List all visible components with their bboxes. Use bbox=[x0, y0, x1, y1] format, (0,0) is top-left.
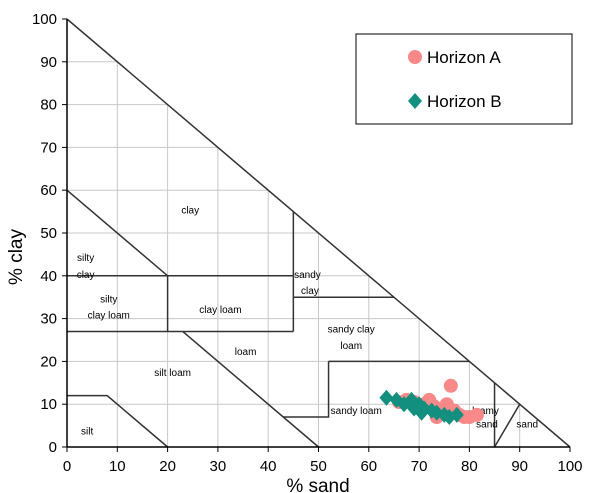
region-label: loam bbox=[340, 341, 362, 352]
texture-boundary bbox=[67, 275, 169, 332]
texture-boundary bbox=[182, 330, 319, 448]
y-tick-label: 60 bbox=[40, 182, 57, 199]
legend-marker-horizon-b bbox=[408, 93, 422, 109]
x-tick-label: 40 bbox=[260, 458, 277, 475]
x-axis-title: % sand bbox=[286, 476, 349, 493]
x-tick-label: 90 bbox=[511, 458, 528, 475]
axes bbox=[62, 18, 571, 452]
horizon-b-point bbox=[379, 389, 394, 406]
x-tick-labels: 0 10 20 30 40 50 60 70 80 90 100 bbox=[63, 458, 583, 475]
x-tick-label: 30 bbox=[210, 458, 227, 475]
region-label: sandy loam bbox=[331, 406, 382, 417]
horizon-a-point bbox=[469, 407, 484, 422]
x-tick-label: 10 bbox=[109, 458, 126, 475]
region-label: silt bbox=[81, 427, 93, 438]
x-tick-label: 0 bbox=[63, 458, 71, 475]
y-tick-label: 40 bbox=[40, 268, 57, 285]
texture-boundary bbox=[493, 403, 521, 448]
horizon-a-point bbox=[443, 378, 458, 393]
y-tick-label: 30 bbox=[40, 311, 57, 328]
data-points bbox=[379, 378, 484, 426]
legend-marker-horizon-a bbox=[408, 50, 422, 64]
region-label: clay loam bbox=[88, 311, 130, 322]
horizon-b-point bbox=[414, 404, 429, 421]
texture-boundary bbox=[66, 18, 571, 448]
region-label: clay bbox=[301, 286, 319, 297]
legend-label-horizon-b: Horizon B bbox=[427, 92, 502, 111]
region-label: loamy bbox=[472, 406, 499, 417]
y-tick-label: 10 bbox=[40, 396, 57, 413]
region-label: sand bbox=[476, 419, 498, 430]
texture-boundary bbox=[67, 394, 169, 448]
x-tick-label: 70 bbox=[411, 458, 428, 475]
region-label: clay loam bbox=[199, 305, 241, 316]
legend-box bbox=[355, 33, 573, 125]
texture-boundary bbox=[283, 361, 330, 418]
y-tick-label: 50 bbox=[40, 225, 57, 242]
region-label: sandy bbox=[294, 270, 321, 281]
x-tick-label: 50 bbox=[310, 458, 327, 475]
region-label: sand bbox=[516, 419, 538, 430]
region-label: loam bbox=[235, 347, 257, 358]
y-tick-label: 0 bbox=[49, 439, 57, 456]
region-label: sandy clay bbox=[328, 325, 375, 336]
region-label: clay bbox=[77, 270, 95, 281]
x-tick-label: 80 bbox=[461, 458, 478, 475]
y-axis-title: % clay bbox=[6, 229, 27, 285]
region-labels: clay silty clay sandy clay silty clay loam clay… bbox=[77, 206, 538, 438]
legend: Horizon A Horizon B bbox=[355, 33, 573, 125]
texture-boundaries bbox=[66, 18, 571, 448]
y-tick-label: 70 bbox=[40, 139, 57, 156]
horizon-b-point bbox=[449, 406, 464, 423]
region-label: silty bbox=[77, 253, 94, 264]
region-label: silty bbox=[100, 294, 117, 305]
x-tick-label: 20 bbox=[159, 458, 176, 475]
y-tick-label: 80 bbox=[40, 97, 57, 114]
y-tick-label: 100 bbox=[32, 11, 57, 28]
x-tick-label: 100 bbox=[557, 458, 582, 475]
horizon-a-point bbox=[439, 397, 454, 412]
y-tick-label: 90 bbox=[40, 54, 57, 71]
y-tick-labels: 0 10 20 30 40 50 60 70 80 90 100 bbox=[32, 11, 57, 456]
x-tick-label: 60 bbox=[360, 458, 377, 475]
region-label: clay bbox=[181, 206, 199, 217]
y-tick-label: 20 bbox=[40, 353, 57, 370]
region-label: silt loam bbox=[154, 368, 191, 379]
legend-label-horizon-a: Horizon A bbox=[427, 48, 501, 67]
grid-lines bbox=[67, 61, 521, 447]
